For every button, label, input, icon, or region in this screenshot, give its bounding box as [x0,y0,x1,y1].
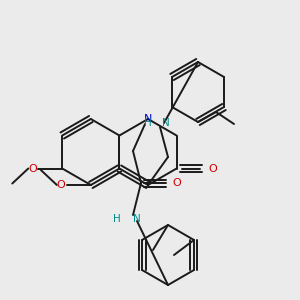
Text: N: N [133,214,141,224]
Text: O: O [208,164,217,173]
Text: H: H [144,118,152,128]
Text: N: N [144,114,152,124]
Text: H: H [113,214,121,224]
Text: O: O [56,180,65,190]
Text: O: O [28,164,37,173]
Text: O: O [172,178,182,188]
Text: N: N [162,118,170,128]
